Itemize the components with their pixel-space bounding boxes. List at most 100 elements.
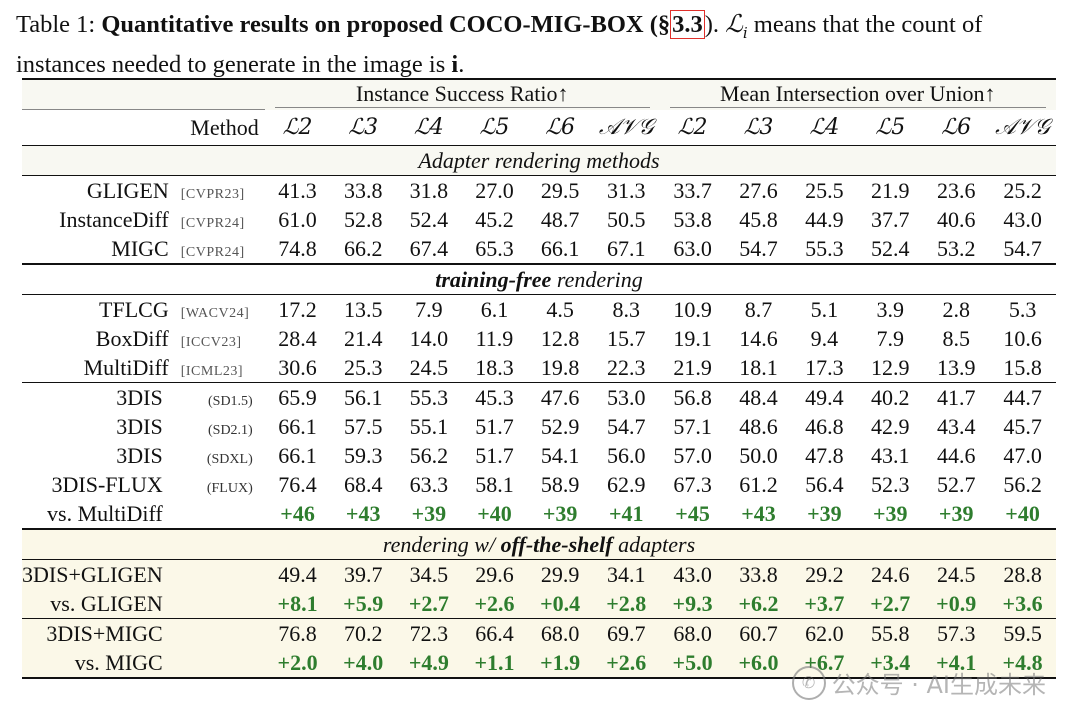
value-cell: 54.7: [739, 235, 778, 261]
caption-title: Quantitative results on proposed COCO-MI…: [101, 11, 671, 38]
value-cell: 72.3: [409, 620, 449, 646]
col-header: 𝒜𝒱𝒢: [995, 114, 1050, 140]
value-cell: 34.5: [409, 561, 449, 587]
value-cell: 53.2: [936, 235, 976, 261]
value-cell: +6.0: [738, 649, 779, 675]
value-cell: 13.5: [343, 296, 383, 322]
table-row: MultiDiff [ICML23] 30.6 25.3 24.5 18.3 19.8 22.…: [22, 353, 1056, 383]
value-cell: 62.0: [805, 620, 844, 646]
value-cell: +0.9: [936, 590, 977, 616]
value-cell: 67.3: [673, 471, 712, 497]
col-header: ℒ3: [743, 114, 774, 140]
value-cell: 45.7: [1003, 413, 1042, 439]
value-cell: 19.1: [673, 325, 712, 351]
method-cell: MIGC [CVPR24]: [22, 234, 265, 264]
value-cell: 51.7: [475, 442, 514, 468]
value-cell: 33.8: [343, 177, 383, 203]
venue-tag: [CVPR23]: [180, 186, 245, 202]
col-header: ℒ4: [809, 114, 840, 140]
value-cell: 5.1: [810, 296, 839, 322]
value-cell: +40: [477, 500, 512, 526]
value-cell: +6.2: [738, 590, 779, 616]
col-header: ℒ5: [479, 114, 510, 140]
value-cell: 30.6: [278, 354, 317, 380]
value-cell: +39: [542, 500, 578, 526]
value-cell: 60.7: [739, 620, 778, 646]
value-cell: +4.1: [936, 649, 977, 675]
value-cell: 45.2: [475, 206, 514, 232]
method-cell: vs. MIGC: [74, 649, 163, 675]
value-cell: 52.9: [540, 413, 580, 439]
venue-tag: (SDXL): [206, 451, 253, 467]
value-cell: +0.4: [540, 590, 581, 616]
section-off-the-shelf: rendering w/ off-the-shelf adapters: [382, 531, 696, 557]
value-cell: +43: [741, 500, 776, 526]
header-group-success: Instance Success Ratio↑: [274, 81, 650, 109]
method-cell: vs. GLIGEN: [50, 590, 163, 616]
value-cell: 58.1: [475, 471, 514, 497]
value-cell: +1.1: [474, 649, 515, 675]
value-cell: 7.9: [415, 296, 443, 322]
value-cell: 43.0: [673, 561, 712, 587]
value-cell: +39: [873, 500, 908, 526]
value-cell: +8.1: [277, 590, 318, 616]
value-cell: +46: [280, 500, 315, 526]
value-cell: 45.3: [475, 384, 514, 410]
section-training-free: training-free rendering: [435, 266, 643, 292]
table-row: 3DIS+GLIGEN 49.4 39.7 34.5 29.6 29.9 34.1 43.0 3…: [22, 560, 1056, 590]
value-cell: 13.9: [936, 354, 976, 380]
value-cell: 53.0: [607, 384, 646, 410]
value-cell: 52.3: [871, 471, 910, 497]
col-header: ℒ4: [413, 114, 444, 140]
table-row: TFLCG [WACV24] 17.2 13.5 7.9 6.1 4.5 8.3 10.9 8.7…: [22, 295, 1056, 325]
value-cell: 10.6: [1003, 325, 1042, 351]
method-cell: 3DIS (SD2.1): [22, 412, 265, 441]
value-cell: 48.4: [739, 384, 778, 410]
venue-tag: (SD1.5): [208, 393, 253, 409]
method-cell: 3DIS+MIGC: [46, 620, 163, 646]
value-cell: 76.8: [278, 620, 317, 646]
section-ref-link[interactable]: 3.3: [670, 10, 705, 39]
value-cell: 62.9: [607, 471, 646, 497]
value-cell: 68.4: [343, 471, 383, 497]
value-cell: 28.4: [278, 325, 317, 351]
col-header: ℒ5: [875, 114, 906, 140]
value-cell: 68.0: [540, 620, 580, 646]
value-cell: 58.9: [540, 471, 580, 497]
value-cell: 8.7: [744, 296, 773, 322]
value-cell: 67.1: [607, 235, 646, 261]
value-cell: 24.5: [936, 561, 976, 587]
value-cell: +39: [411, 500, 447, 526]
value-cell: 44.7: [1003, 384, 1042, 410]
value-cell: 59.3: [343, 442, 383, 468]
value-cell: 55.1: [409, 413, 449, 439]
header-row: Method ℒ2 ℒ3 ℒ4 ℒ5 ℒ6 𝒜𝒱𝒢 ℒ2 ℒ3 ℒ4 ℒ5 ℒ6…: [22, 109, 1056, 146]
value-cell: 51.7: [475, 413, 514, 439]
col-header: ℒ3: [348, 114, 379, 140]
value-cell: 24.5: [409, 354, 449, 380]
venue-tag: [ICCV23]: [180, 334, 242, 350]
value-cell: 47.8: [805, 442, 844, 468]
watermark-text: 公众号 · AI生成未来: [831, 671, 1046, 699]
header-method: Method: [22, 109, 265, 146]
value-cell: 40.6: [936, 206, 976, 232]
value-cell: +4.0: [343, 649, 384, 675]
value-cell: 68.0: [673, 620, 712, 646]
method-cell: GLIGEN [CVPR23]: [22, 176, 265, 206]
value-cell: 14.0: [409, 325, 449, 351]
value-cell: 49.4: [278, 561, 317, 587]
value-cell: 7.9: [876, 325, 905, 351]
table-row: 3DIS-FLUX (FLUX) 76.4 68.4 63.3 58.1 58.9 62.9 6…: [22, 470, 1056, 499]
value-cell: 48.6: [739, 413, 778, 439]
method-cell: BoxDiff [ICCV23]: [22, 324, 265, 353]
value-cell: 66.4: [475, 620, 514, 646]
value-cell: 25.2: [1003, 177, 1042, 203]
value-cell: 17.3: [805, 354, 844, 380]
value-cell: 66.1: [540, 235, 580, 261]
value-cell: 41.7: [936, 384, 976, 410]
value-cell: 52.7: [936, 471, 976, 497]
value-cell: 29.6: [475, 561, 514, 587]
table-row: MIGC [CVPR24] 74.8 66.2 67.4 65.3 66.1 67.1 63.0…: [22, 234, 1056, 264]
results-table: Instance Success Ratio↑ Mean Intersectio…: [22, 78, 1056, 681]
value-cell: +3.7: [804, 590, 845, 616]
